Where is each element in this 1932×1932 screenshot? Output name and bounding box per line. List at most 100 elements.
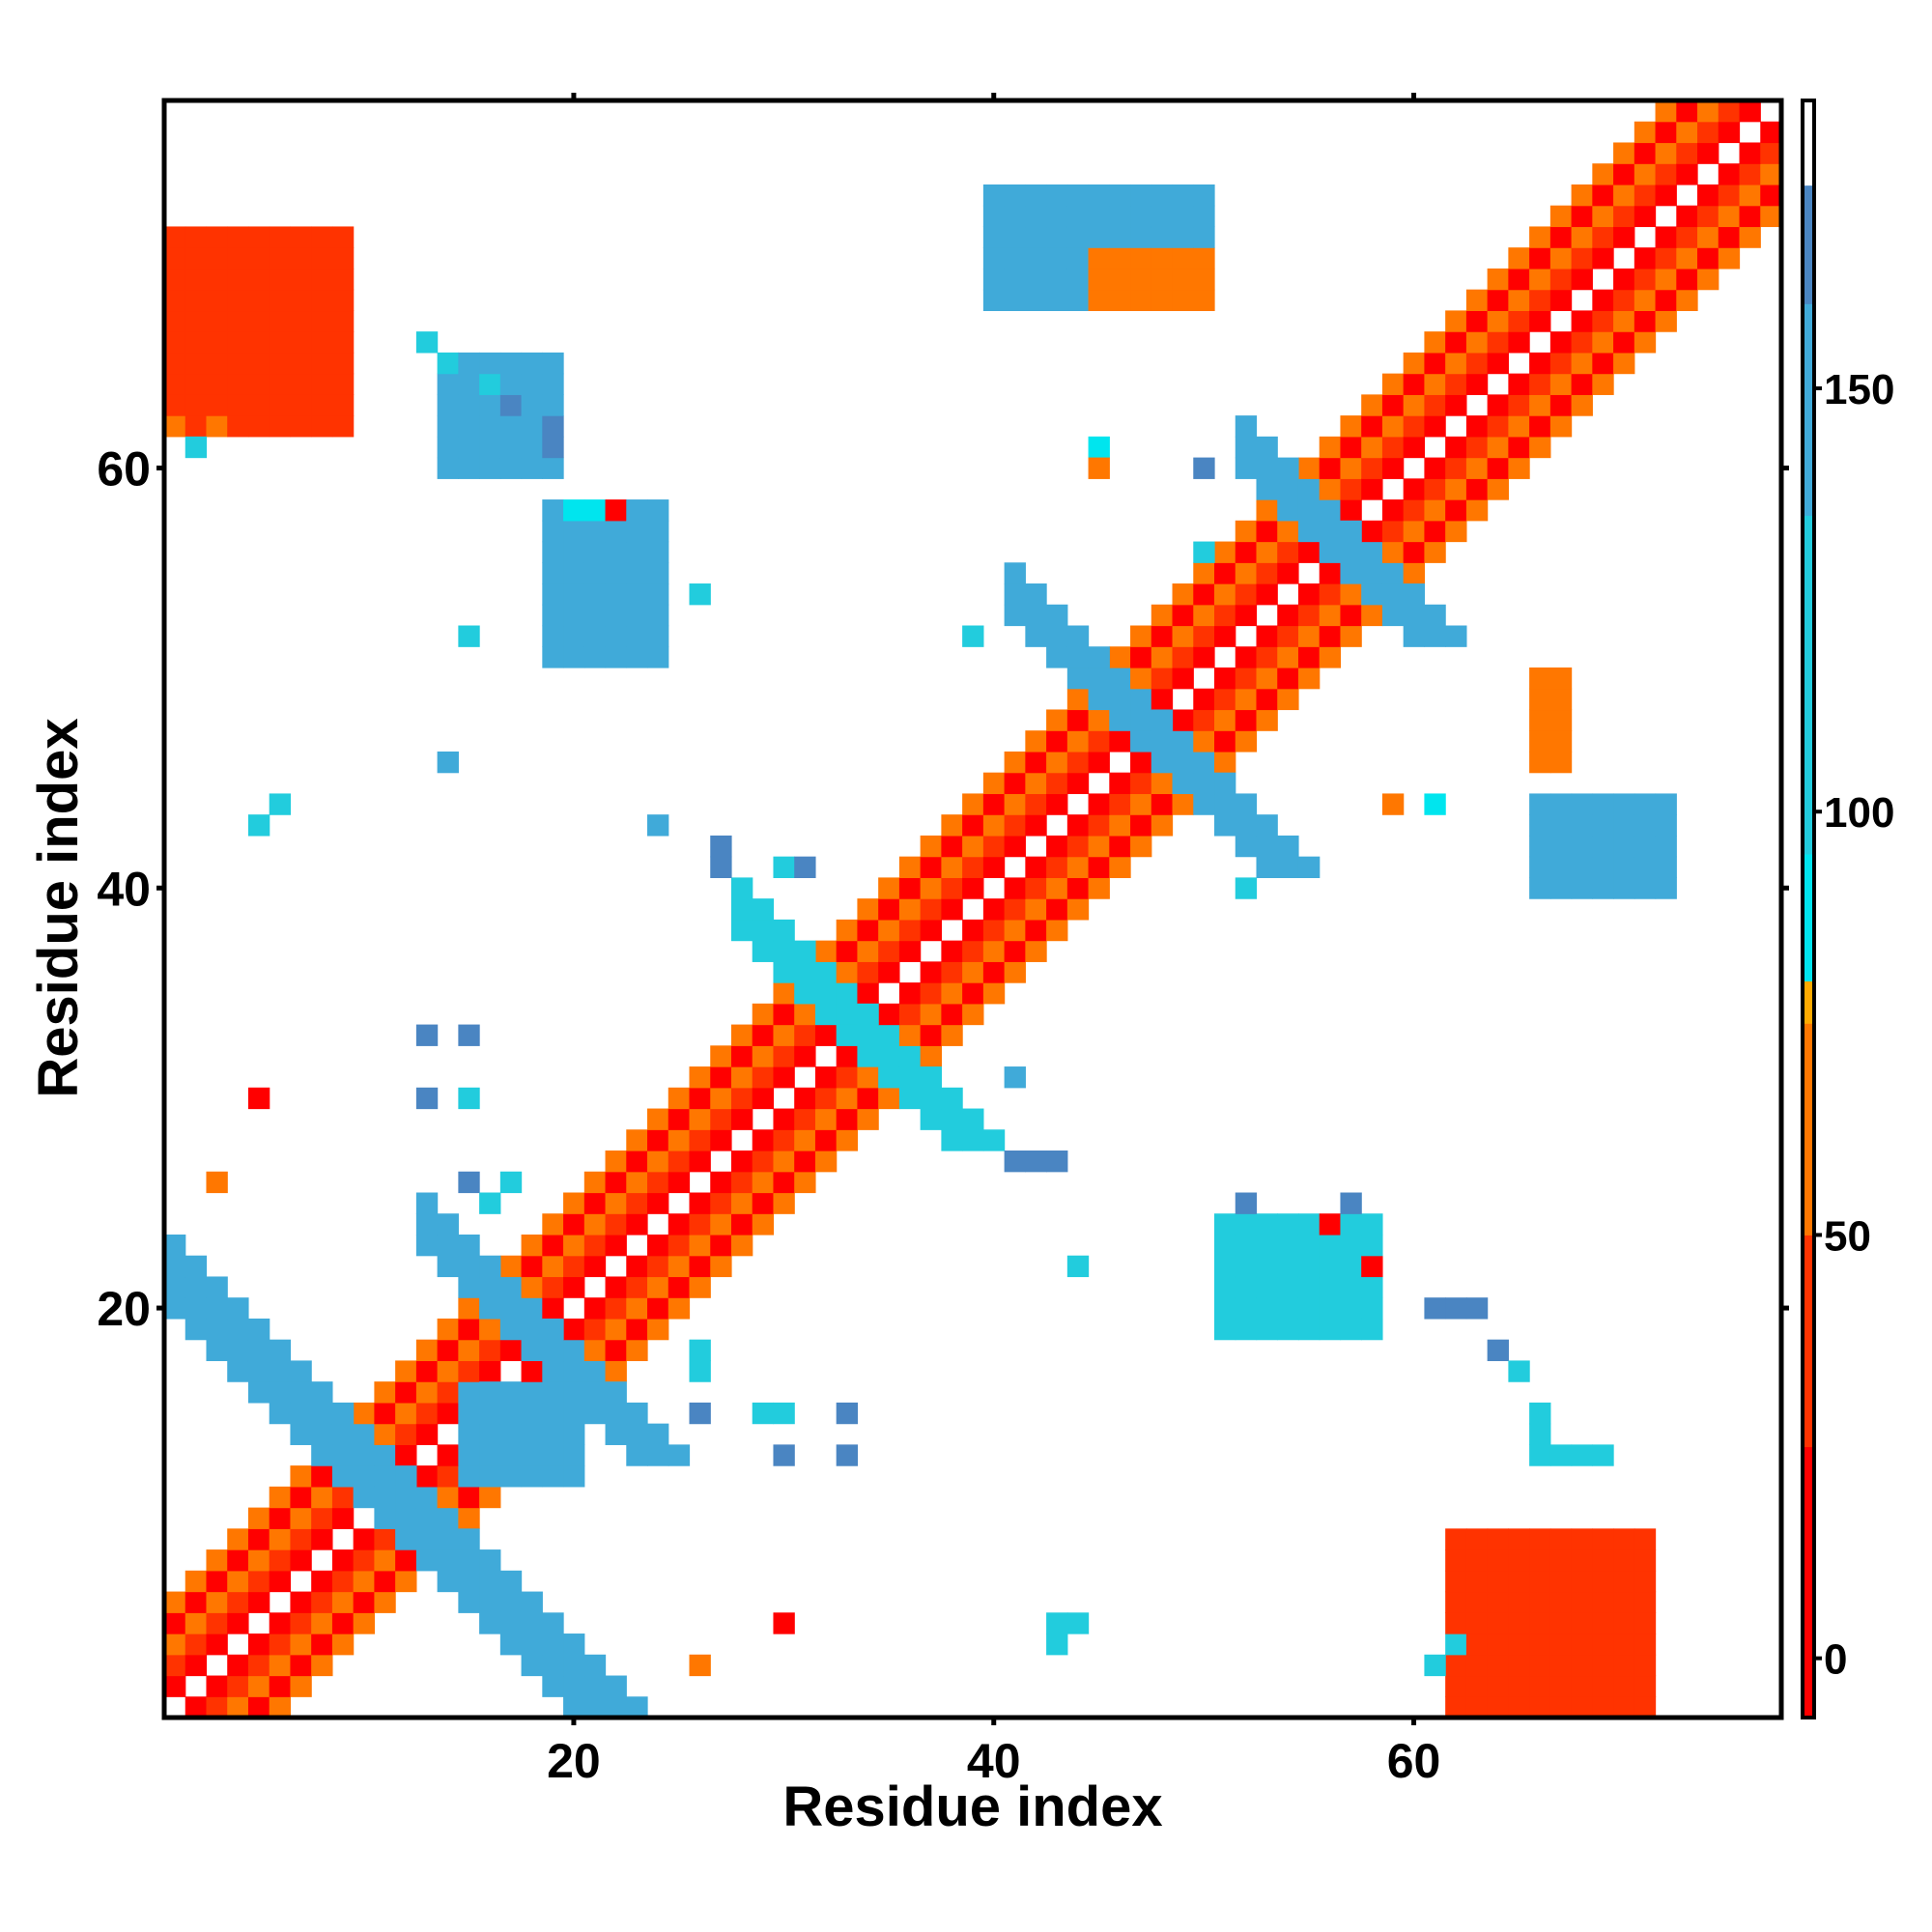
heatmap-cell bbox=[1571, 247, 1593, 270]
heatmap-cell bbox=[1297, 856, 1321, 878]
heatmap-cell bbox=[479, 1465, 501, 1488]
heatmap-cell bbox=[290, 1654, 312, 1677]
heatmap-cell bbox=[1319, 1276, 1342, 1298]
heatmap-cell bbox=[247, 352, 270, 375]
heatmap-cell bbox=[437, 1213, 459, 1236]
heatmap-cell bbox=[1235, 604, 1258, 627]
heatmap-cell bbox=[1088, 814, 1110, 837]
heatmap-cell bbox=[836, 1087, 859, 1110]
heatmap-cell bbox=[836, 940, 859, 962]
heatmap-cell bbox=[521, 436, 543, 459]
heatmap-cell bbox=[920, 1003, 942, 1026]
heatmap-cell bbox=[206, 331, 228, 354]
heatmap-cell bbox=[626, 1444, 648, 1466]
heatmap-cell bbox=[1445, 1570, 1467, 1593]
heatmap-cell bbox=[290, 415, 312, 438]
heatmap-cell bbox=[1508, 1634, 1530, 1656]
heatmap-cell bbox=[857, 1066, 879, 1089]
heatmap-cell bbox=[689, 1339, 711, 1362]
heatmap-cell bbox=[730, 1024, 753, 1046]
heatmap-cell bbox=[563, 1675, 585, 1697]
heatmap-cell bbox=[1256, 709, 1278, 731]
heatmap-cell bbox=[1739, 142, 1761, 164]
heatmap-cell bbox=[1592, 247, 1614, 270]
heatmap-cell bbox=[794, 856, 816, 878]
heatmap-cell bbox=[941, 877, 963, 899]
heatmap-cell bbox=[542, 1255, 564, 1278]
heatmap-cell bbox=[857, 982, 879, 1005]
heatmap-cell bbox=[1193, 772, 1215, 795]
heatmap-cell bbox=[1529, 226, 1551, 248]
heatmap-cell bbox=[415, 1234, 439, 1257]
heatmap-cell bbox=[1130, 772, 1152, 795]
heatmap-cell bbox=[1487, 415, 1509, 438]
heatmap-cell bbox=[542, 604, 564, 627]
heatmap-cell bbox=[290, 352, 312, 375]
heatmap-cell bbox=[1508, 268, 1530, 291]
heatmap-cell bbox=[1592, 184, 1614, 207]
heatmap-cell bbox=[1445, 1297, 1467, 1320]
heatmap-cell bbox=[1130, 268, 1152, 291]
heatmap-cell bbox=[1592, 835, 1614, 858]
heatmap-cell bbox=[1529, 814, 1551, 837]
heatmap-cell bbox=[1004, 289, 1026, 312]
heatmap-cell bbox=[311, 1634, 333, 1656]
heatmap-cell bbox=[479, 1486, 501, 1509]
heatmap-cell bbox=[1214, 667, 1236, 690]
heatmap-cell bbox=[1529, 373, 1551, 395]
heatmap-cell bbox=[1634, 268, 1657, 291]
heatmap-cell bbox=[1676, 142, 1698, 164]
heatmap-cell bbox=[857, 1087, 879, 1110]
heatmap-cell bbox=[185, 1591, 208, 1613]
heatmap-cell bbox=[458, 1591, 480, 1613]
heatmap-cell bbox=[290, 1360, 312, 1382]
heatmap-cell bbox=[1066, 709, 1090, 731]
heatmap-cell bbox=[626, 1171, 648, 1194]
heatmap-cell bbox=[247, 1087, 270, 1110]
heatmap-cell bbox=[1655, 877, 1677, 899]
heatmap-cell bbox=[458, 1570, 480, 1593]
heatmap-cell bbox=[1697, 100, 1719, 123]
heatmap-cell bbox=[479, 394, 501, 416]
heatmap-cell bbox=[1214, 1213, 1236, 1236]
heatmap-cell bbox=[1193, 562, 1215, 584]
heatmap-cell bbox=[1340, 562, 1362, 584]
heatmap-cell bbox=[1046, 1151, 1068, 1173]
heatmap-cell bbox=[374, 1465, 396, 1488]
heatmap-cell bbox=[542, 625, 564, 647]
heatmap-cell bbox=[521, 1318, 543, 1341]
heatmap-cell bbox=[479, 1612, 501, 1634]
heatmap-cell bbox=[1046, 709, 1068, 731]
heatmap-cell bbox=[1465, 478, 1489, 500]
heatmap-cell bbox=[458, 1360, 480, 1382]
heatmap-cell bbox=[814, 1003, 838, 1026]
heatmap-cell bbox=[1297, 1234, 1321, 1257]
heatmap-cell bbox=[521, 1465, 543, 1488]
heatmap-cell bbox=[710, 1066, 732, 1089]
heatmap-cell bbox=[521, 1423, 543, 1445]
heatmap-cell bbox=[311, 1612, 333, 1634]
heatmap-cell bbox=[647, 541, 669, 563]
heatmap-cell bbox=[878, 1045, 900, 1067]
heatmap-cell bbox=[1172, 604, 1194, 627]
heatmap-cell bbox=[1381, 394, 1405, 416]
heatmap-cell bbox=[499, 1381, 523, 1404]
heatmap-cell bbox=[1676, 247, 1698, 270]
heatmap-cell bbox=[1151, 772, 1174, 795]
heatmap-cell bbox=[1109, 205, 1131, 228]
heatmap-cell bbox=[1508, 1360, 1530, 1382]
heatmap-cell bbox=[1109, 667, 1131, 690]
heatmap-cell bbox=[1256, 1213, 1278, 1236]
heatmap-cell bbox=[1613, 877, 1635, 899]
heatmap-cell bbox=[1613, 1549, 1635, 1572]
heatmap-cell bbox=[1655, 835, 1677, 858]
heatmap-cell bbox=[583, 520, 607, 543]
heatmap-cell bbox=[962, 1129, 984, 1151]
heatmap-cell bbox=[982, 184, 1006, 207]
heatmap-cell bbox=[941, 835, 963, 858]
heatmap-cell bbox=[374, 1570, 396, 1593]
heatmap-cell bbox=[521, 1360, 543, 1382]
heatmap-cell bbox=[206, 1612, 228, 1634]
heatmap-cell bbox=[1130, 751, 1152, 774]
heatmap-cell bbox=[1235, 436, 1258, 459]
